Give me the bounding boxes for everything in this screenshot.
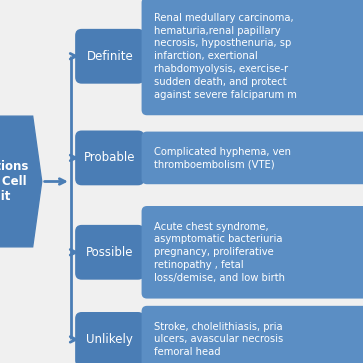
Text: plications
ickle Cell
Trait: plications ickle Cell Trait	[0, 160, 29, 203]
FancyBboxPatch shape	[142, 132, 363, 184]
FancyBboxPatch shape	[75, 312, 144, 363]
FancyBboxPatch shape	[75, 225, 144, 280]
FancyBboxPatch shape	[75, 131, 144, 185]
FancyBboxPatch shape	[142, 306, 363, 363]
Text: Acute chest syndrome,
asymptomatic bacteriuria
pregnancy, proliferative
retinopa: Acute chest syndrome, asymptomatic bacte…	[154, 222, 285, 283]
FancyBboxPatch shape	[142, 206, 363, 298]
FancyBboxPatch shape	[75, 29, 144, 84]
Text: Definite: Definite	[86, 50, 133, 63]
Text: Complicated hyphema, ven
thromboembolism (VTE): Complicated hyphema, ven thromboembolism…	[154, 147, 290, 169]
Text: Possible: Possible	[86, 246, 134, 259]
Polygon shape	[0, 116, 42, 247]
FancyBboxPatch shape	[142, 0, 363, 115]
Text: Renal medullary carcinoma,
hematuria,renal papillary
necrosis, hyposthenuria, sp: Renal medullary carcinoma, hematuria,ren…	[154, 13, 297, 100]
Text: Stroke, cholelithiasis, pria
ulcers, avascular necrosis
femoral head: Stroke, cholelithiasis, pria ulcers, ava…	[154, 322, 283, 357]
Text: Unlikely: Unlikely	[86, 333, 133, 346]
Text: Probable: Probable	[84, 151, 135, 164]
